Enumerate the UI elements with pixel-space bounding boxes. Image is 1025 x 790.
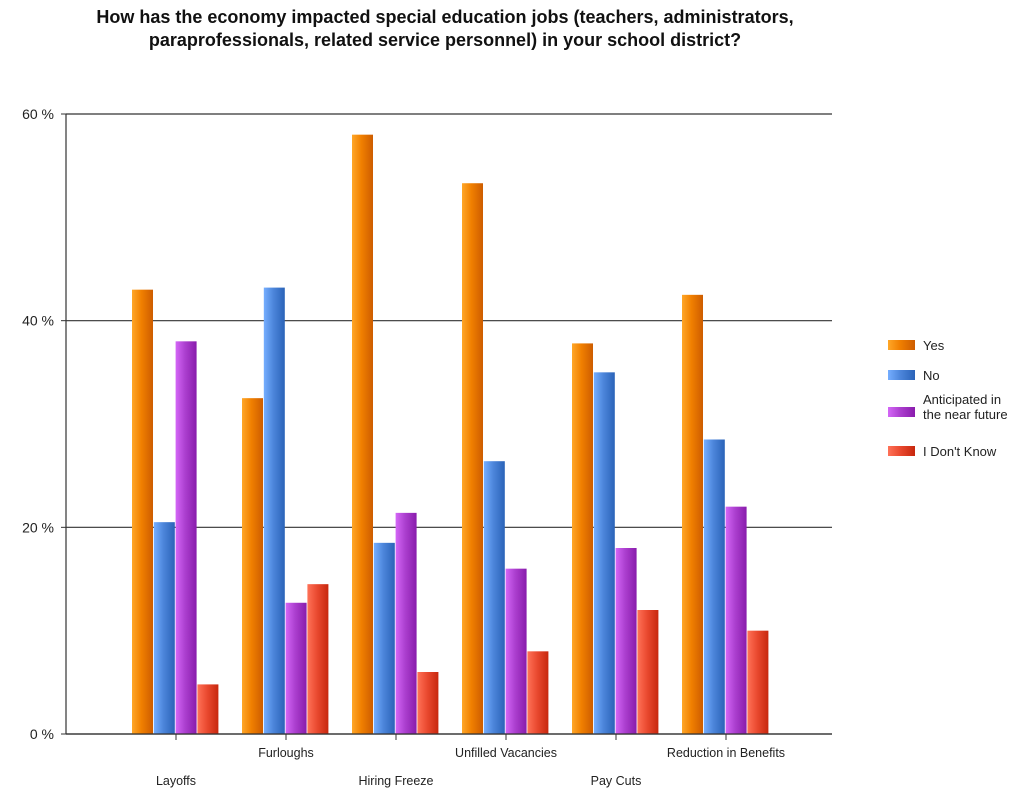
- y-tick-label: 0 %: [30, 726, 54, 742]
- bar-anticipated-in-the-near-future-furloughs: [285, 602, 307, 734]
- x-tick-label: Unfilled Vacancies: [455, 746, 557, 760]
- legend-swatch: [888, 407, 915, 417]
- y-tick-label: 60 %: [22, 106, 54, 122]
- legend-label: Yes: [923, 338, 945, 353]
- bar-no-furloughs: [263, 287, 285, 734]
- chart-title: How has the economy impacted special edu…: [96, 7, 794, 50]
- bar-no-pay-cuts: [593, 372, 615, 734]
- x-tick-label: Furloughs: [258, 746, 314, 760]
- bar-no-layoffs: [153, 522, 175, 734]
- bar-i-don-t-know-hiring-freeze: [417, 672, 439, 734]
- axes: 0 % 20 % 40 % 60 % Layoffs Furloughs Hiring Fr…: [22, 106, 832, 788]
- bar-yes-reduction-in-benefits: [682, 294, 703, 734]
- x-tick-label: Layoffs: [156, 774, 196, 788]
- x-tick-label: Pay Cuts: [591, 774, 642, 788]
- legend-swatch: [888, 340, 915, 350]
- bar-yes-furloughs: [242, 398, 263, 734]
- legend-swatch: [888, 446, 915, 456]
- legend-label: Anticipated in the near future: [923, 392, 1008, 422]
- legend-label: I Don't Know: [923, 444, 997, 459]
- y-tick-label: 20 %: [22, 519, 54, 535]
- x-tick-label: Hiring Freeze: [358, 774, 433, 788]
- bar-anticipated-in-the-near-future-layoffs: [175, 341, 197, 734]
- bar-yes-unfilled-vacancies: [462, 183, 483, 734]
- bar-yes-hiring-freeze: [352, 134, 373, 734]
- bar-i-don-t-know-pay-cuts: [637, 610, 659, 734]
- bar-i-don-t-know-furloughs: [307, 584, 329, 734]
- bar-anticipated-in-the-near-future-pay-cuts: [615, 548, 637, 734]
- bars: [132, 134, 769, 734]
- bar-anticipated-in-the-near-future-hiring-freeze: [395, 512, 417, 734]
- legend: Yes No Anticipated in the near future I Don'…: [888, 338, 1008, 459]
- bar-no-hiring-freeze: [373, 542, 395, 734]
- legend-label: No: [923, 368, 940, 383]
- bar-yes-layoffs: [132, 289, 153, 734]
- bar-anticipated-in-the-near-future-reduction-in-benefits: [725, 506, 747, 734]
- bar-no-unfilled-vacancies: [483, 461, 505, 734]
- bar-i-don-t-know-reduction-in-benefits: [747, 630, 769, 734]
- legend-swatch: [888, 370, 915, 380]
- bar-anticipated-in-the-near-future-unfilled-vacancies: [505, 568, 527, 734]
- x-tick-label: Reduction in Benefits: [667, 746, 785, 760]
- bar-i-don-t-know-unfilled-vacancies: [527, 651, 549, 734]
- bar-no-reduction-in-benefits: [703, 439, 725, 734]
- bar-i-don-t-know-layoffs: [197, 684, 219, 734]
- bar-yes-pay-cuts: [572, 343, 593, 734]
- y-tick-label: 40 %: [22, 313, 54, 329]
